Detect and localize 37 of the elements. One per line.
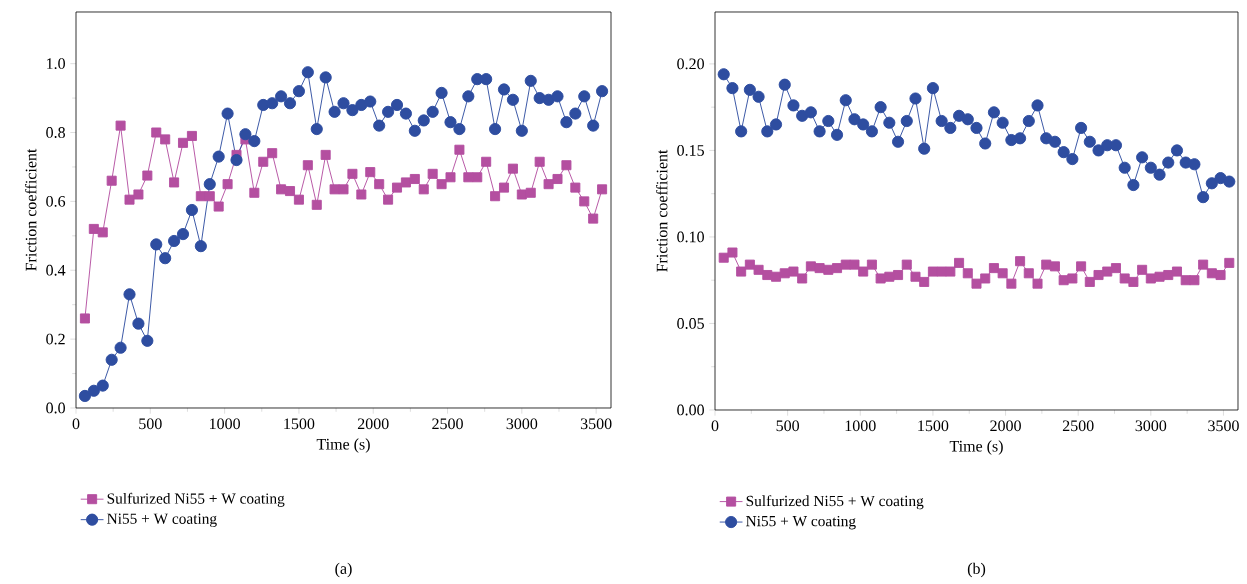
y-tick-label: 0.00 (677, 404, 704, 416)
x-tick-label: 3000 (506, 418, 538, 430)
y-tick-label: 0.05 (677, 318, 704, 329)
x-tick-label: 0 (72, 418, 80, 430)
y-tick-label: 0.6 (46, 195, 66, 207)
x-tick-label: 2000 (990, 420, 1021, 432)
y-tick-label: 0.8 (46, 127, 65, 138)
y-axis-title: Friction coefficient (656, 149, 668, 272)
x-tick-label: 2500 (432, 418, 463, 430)
x-tick-label: 500 (776, 420, 800, 432)
x-tick-label: 500 (139, 418, 162, 430)
x-tick-label: 1500 (284, 418, 315, 430)
x-tick-label: 1500 (918, 420, 949, 432)
x-tick-label: 1000 (845, 420, 876, 432)
x-axis-title: Time (s) (949, 440, 1003, 455)
y-axis-title: Friction coefficient (25, 148, 37, 271)
text: (a) (335, 562, 352, 578)
x-tick-label: 3000 (1135, 420, 1167, 432)
y-tick-label: 0.2 (46, 333, 65, 345)
x-tick-label: 2500 (1062, 420, 1094, 432)
legend-label: Ni55 + W coating (746, 515, 856, 530)
legend-label: Sulfurized Ni55 + W coating (746, 495, 924, 510)
y-tick-label: 1.0 (47, 58, 65, 70)
x-tick-label: 3500 (1208, 420, 1239, 432)
x-tick-label: 1000 (210, 418, 240, 430)
text: (b) (967, 562, 986, 578)
y-tick-label: 0.20 (677, 58, 704, 70)
y-tick-label: 0.10 (677, 231, 704, 243)
x-tick-label: 3500 (580, 418, 612, 430)
legend-label: Ni55 + W coating (107, 513, 217, 528)
x-tick-label: 0 (711, 420, 719, 432)
x-tick-label: 2000 (357, 418, 389, 430)
legend-label: Sulfurized Ni55 + W coating (107, 492, 285, 507)
y-tick-label: 0.4 (46, 264, 66, 276)
y-tick-label: 0.15 (677, 144, 704, 156)
y-tick-label: 0.0 (46, 402, 65, 414)
x-axis-title: Time (s) (316, 438, 370, 453)
